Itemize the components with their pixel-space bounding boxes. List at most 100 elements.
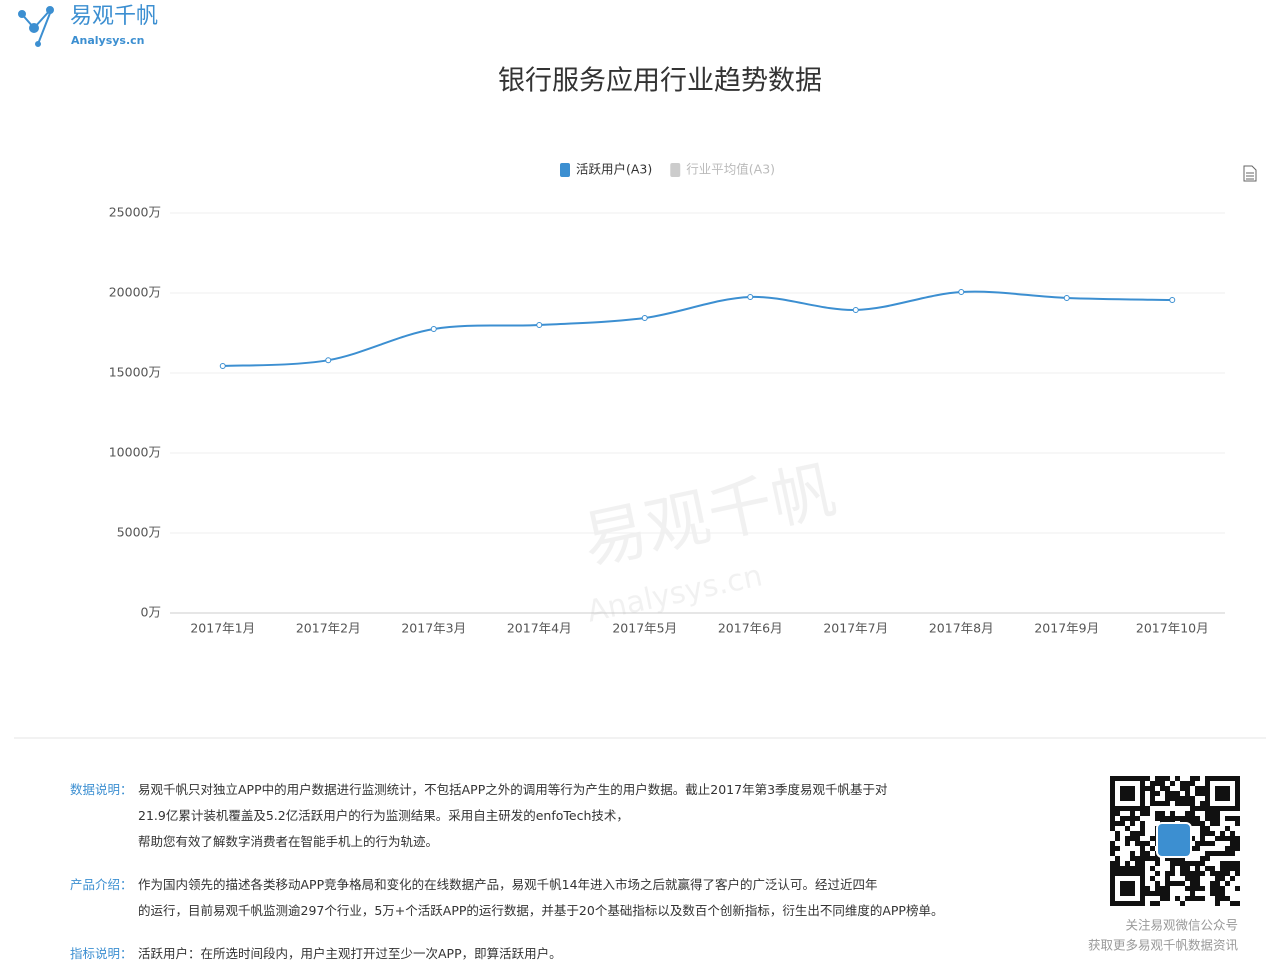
qr-cell bbox=[1230, 846, 1235, 851]
qr-cell bbox=[1165, 891, 1170, 896]
qr-cell bbox=[1135, 856, 1140, 861]
qr-finder bbox=[1205, 776, 1240, 811]
qr-cell bbox=[1160, 896, 1165, 901]
qr-cell bbox=[1140, 811, 1145, 816]
qr-cell bbox=[1225, 836, 1230, 841]
qr-cell bbox=[1115, 831, 1120, 836]
qr-cell bbox=[1150, 786, 1155, 791]
qr-cell bbox=[1145, 891, 1150, 896]
qr-cell bbox=[1170, 866, 1175, 871]
qr-cell bbox=[1190, 801, 1195, 806]
qr-cell bbox=[1235, 821, 1240, 826]
qr-cell bbox=[1145, 811, 1150, 816]
qr-cell bbox=[1220, 871, 1225, 876]
qr-cell bbox=[1185, 791, 1190, 796]
qr-cell bbox=[1205, 831, 1210, 836]
legend-label: 活跃用户(A3) bbox=[576, 162, 652, 177]
qr-cell bbox=[1225, 896, 1230, 901]
note-label: 指标说明： bbox=[70, 946, 133, 961]
qr-cell bbox=[1135, 861, 1140, 866]
qr-cell bbox=[1215, 871, 1220, 876]
qr-cell bbox=[1195, 821, 1200, 826]
qr-cell bbox=[1130, 866, 1135, 871]
qr-cell bbox=[1195, 871, 1200, 876]
qr-cell bbox=[1195, 876, 1200, 881]
qr-cell bbox=[1230, 816, 1235, 821]
y-tick-label: 25000万 bbox=[109, 205, 161, 220]
point bbox=[430, 326, 437, 332]
qr-cell bbox=[1215, 901, 1220, 906]
qr-cell bbox=[1185, 801, 1190, 806]
qr-cell bbox=[1175, 861, 1180, 866]
qr-cell bbox=[1190, 861, 1195, 866]
qr-cell bbox=[1170, 871, 1175, 876]
qr-cell bbox=[1210, 866, 1215, 871]
x-tick-label: 2017年8月 bbox=[929, 621, 994, 636]
qr-cell bbox=[1210, 886, 1215, 891]
note-label: 数据说明： bbox=[70, 782, 133, 797]
qr-cell bbox=[1170, 791, 1175, 796]
point bbox=[1063, 294, 1070, 301]
qr-caption: 关注易观微信公众号 bbox=[1125, 918, 1238, 933]
qr-cell bbox=[1215, 891, 1220, 896]
qr-cell bbox=[1120, 821, 1125, 826]
qr-cell bbox=[1195, 886, 1200, 891]
qr-cell bbox=[1175, 791, 1180, 796]
qr-cell bbox=[1140, 841, 1145, 846]
qr-code bbox=[1110, 776, 1240, 906]
qr-cell bbox=[1195, 841, 1200, 846]
qr-cell bbox=[1135, 841, 1140, 846]
qr-cell bbox=[1180, 796, 1185, 801]
qr-cell bbox=[1230, 861, 1235, 866]
qr-cell bbox=[1200, 861, 1205, 866]
qr-cell bbox=[1145, 886, 1150, 891]
qr-cell bbox=[1205, 811, 1210, 816]
legend-swatch bbox=[670, 163, 681, 177]
qr-cell bbox=[1185, 796, 1190, 801]
qr-cell bbox=[1175, 856, 1180, 861]
qr-cell bbox=[1150, 801, 1155, 806]
qr-cell bbox=[1155, 776, 1160, 781]
point bbox=[219, 362, 226, 369]
qr-cell bbox=[1180, 871, 1185, 876]
qr-cell bbox=[1125, 866, 1130, 871]
qr-cell bbox=[1160, 891, 1165, 896]
qr-cell bbox=[1125, 826, 1130, 831]
qr-cell bbox=[1170, 781, 1175, 786]
export-icon[interactable] bbox=[1243, 165, 1257, 182]
qr-cell bbox=[1230, 901, 1235, 906]
qr-cell bbox=[1215, 821, 1220, 826]
qr-cell bbox=[1190, 806, 1195, 811]
qr-cell bbox=[1210, 821, 1215, 826]
x-tick-label: 2017年2月 bbox=[296, 621, 361, 636]
qr-cell bbox=[1200, 856, 1205, 861]
qr-cell bbox=[1155, 811, 1160, 816]
qr-cell bbox=[1130, 821, 1135, 826]
qr-cell bbox=[1210, 871, 1215, 876]
qr-cell bbox=[1155, 791, 1160, 796]
qr-cell bbox=[1200, 826, 1205, 831]
qr-cell bbox=[1195, 786, 1200, 791]
qr-cell bbox=[1115, 861, 1120, 866]
qr-cell bbox=[1220, 876, 1225, 881]
qr-cell bbox=[1185, 871, 1190, 876]
qr-cell bbox=[1195, 866, 1200, 871]
qr-cell bbox=[1185, 876, 1190, 881]
qr-cell bbox=[1190, 871, 1195, 876]
logo-icon bbox=[18, 6, 54, 47]
qr-cell bbox=[1115, 866, 1120, 871]
qr-cell bbox=[1215, 876, 1220, 881]
qr-cell bbox=[1190, 836, 1195, 841]
y-tick-label: 5000万 bbox=[117, 525, 161, 540]
qr-cell bbox=[1230, 851, 1235, 856]
qr-cell bbox=[1210, 831, 1215, 836]
qr-cell bbox=[1115, 836, 1120, 841]
qr-cell bbox=[1230, 841, 1235, 846]
qr-cell bbox=[1145, 806, 1150, 811]
qr-cell bbox=[1225, 826, 1230, 831]
qr-cell bbox=[1180, 866, 1185, 871]
qr-cell bbox=[1150, 901, 1155, 906]
qr-cell bbox=[1190, 891, 1195, 896]
qr-cell bbox=[1170, 796, 1175, 801]
qr-cell bbox=[1145, 851, 1150, 856]
